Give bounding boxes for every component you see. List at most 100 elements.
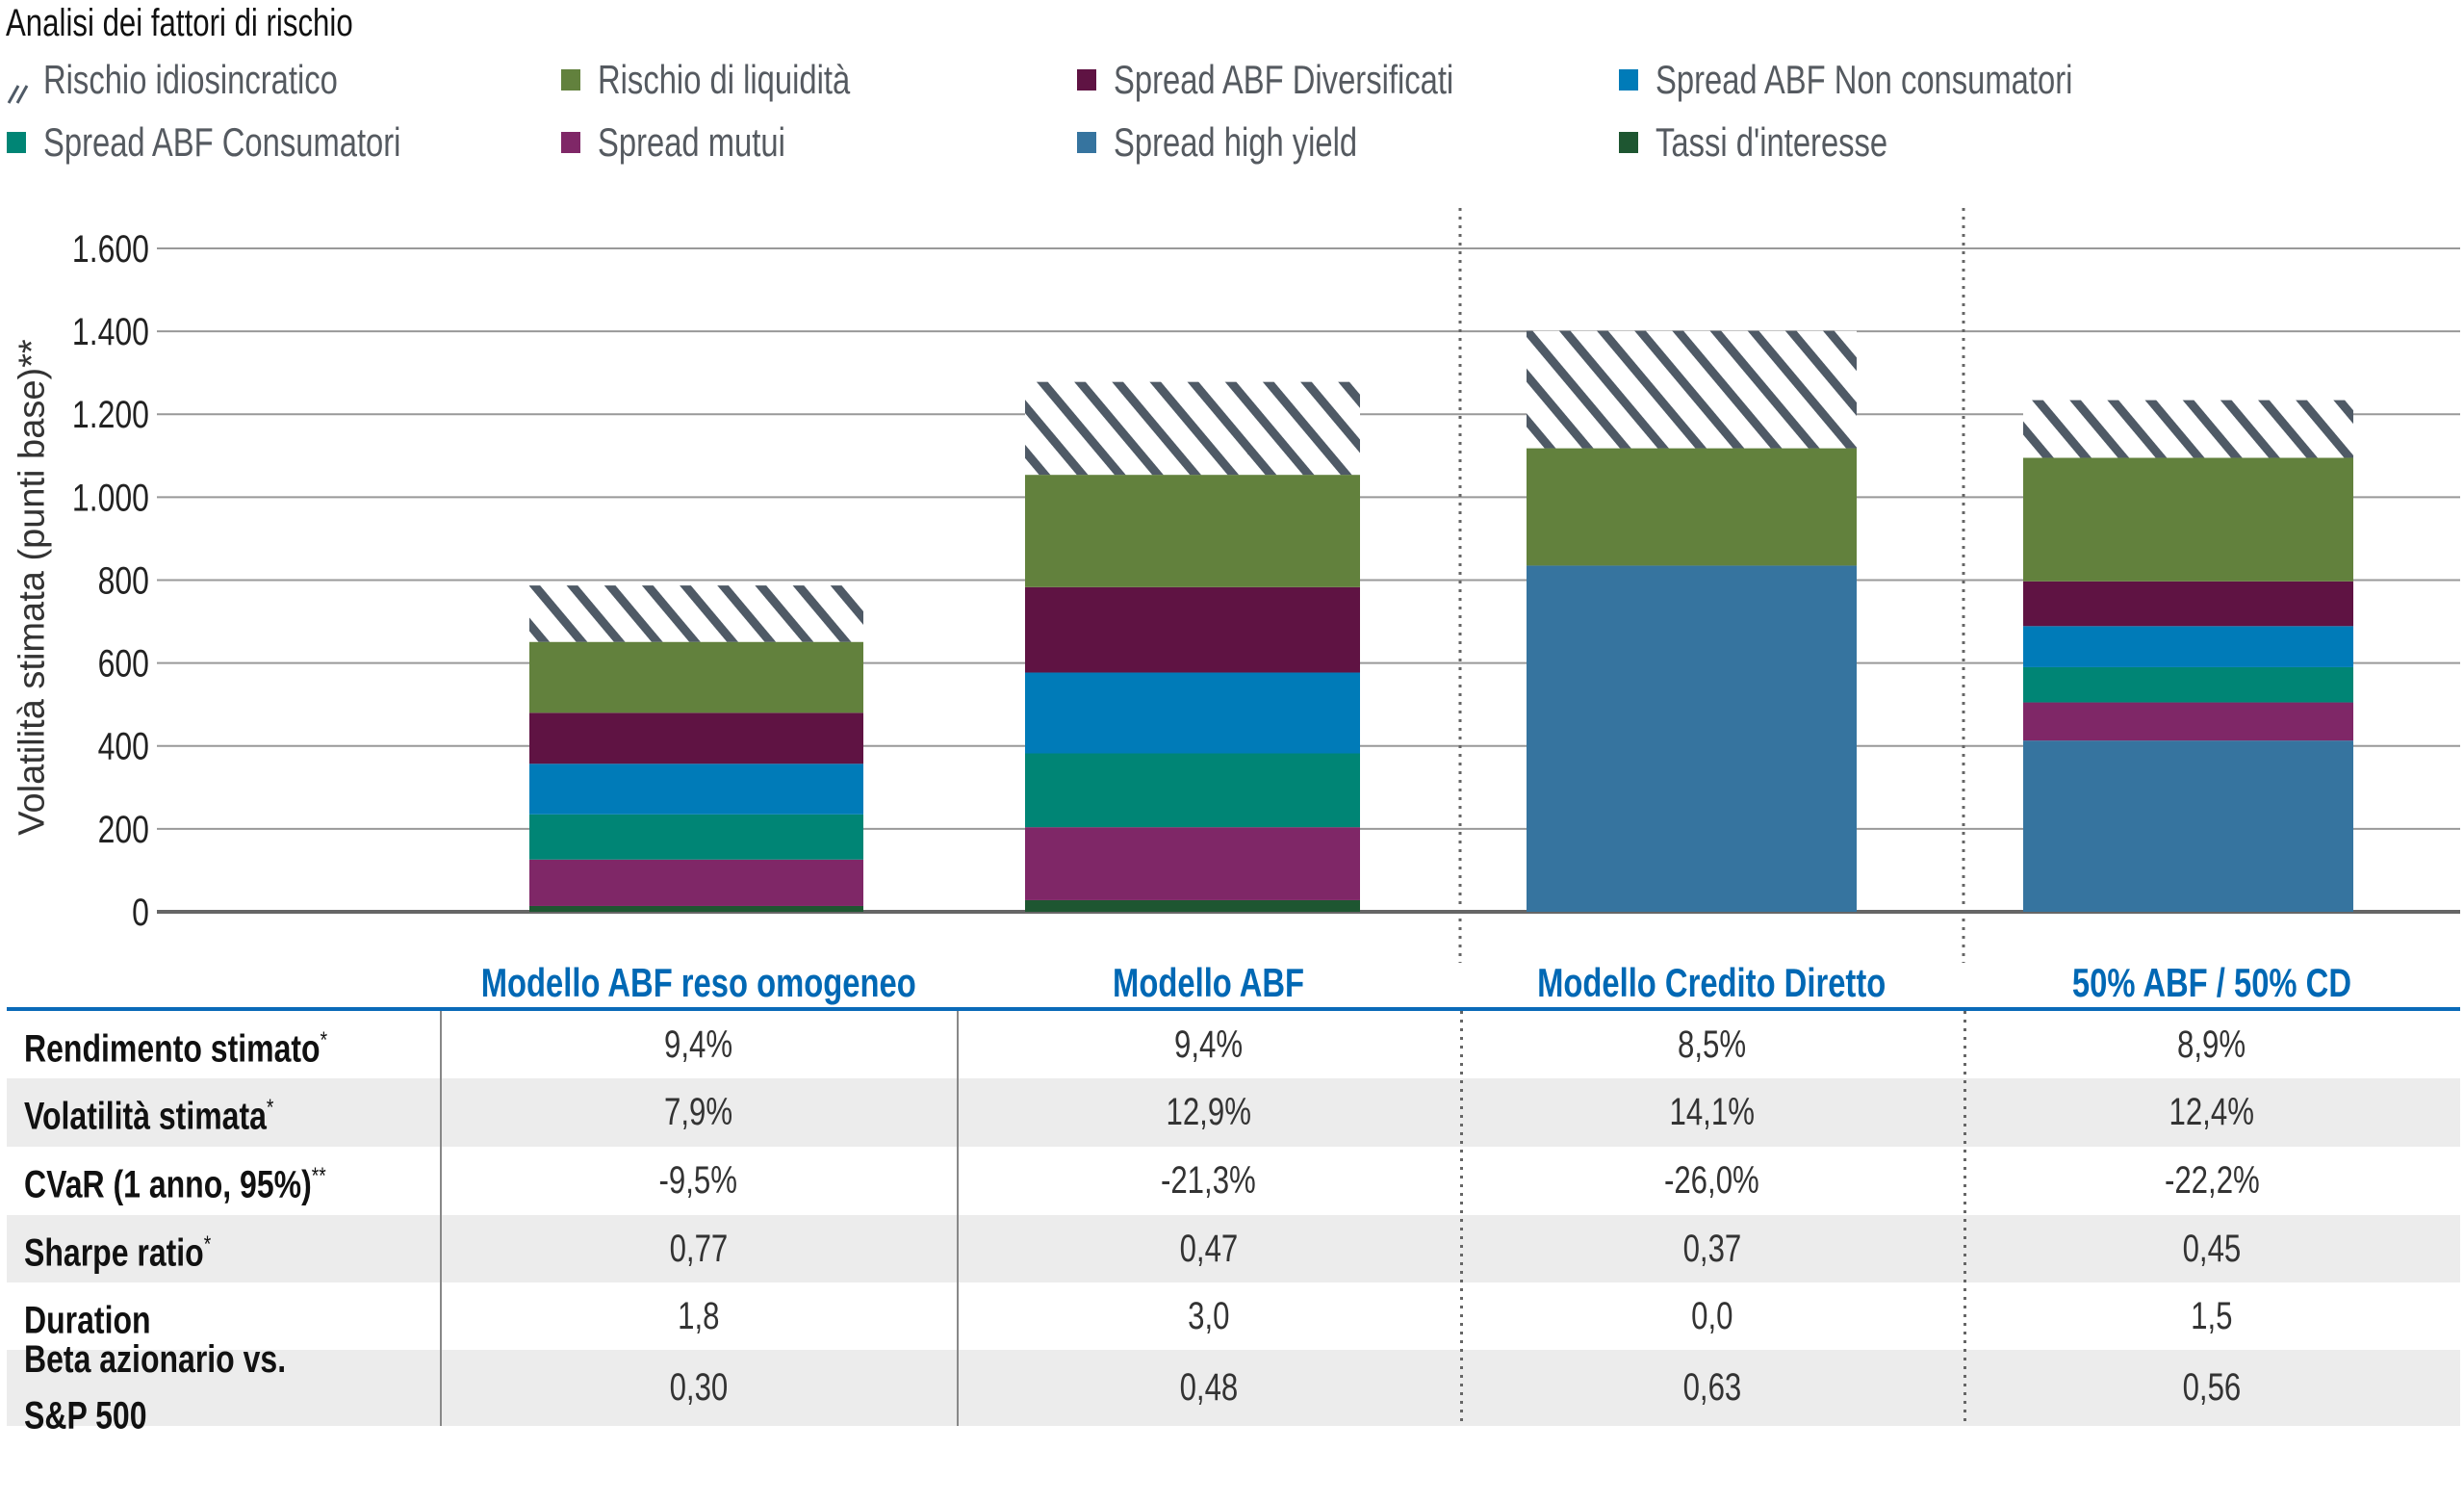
bar-segment <box>2023 400 2353 458</box>
table-cell: 0,47 <box>1179 1227 1238 1270</box>
table-cell: 1,8 <box>677 1294 720 1337</box>
table-row: Duration 1,8 3,0 0,0 1,5 <box>7 1282 2460 1350</box>
table-cell: 7,9% <box>663 1091 733 1133</box>
legend-label: Rischio di liquidità <box>598 57 851 102</box>
bar-segment <box>1527 565 1857 912</box>
legend-item: Tassi d'interesse <box>1619 118 1953 167</box>
table-cell: 1,5 <box>2191 1294 2233 1337</box>
column-header: 50% ABF / 50% CD <box>2071 960 2352 1005</box>
y-tick-label: 1.000 <box>72 476 149 519</box>
table-cell: 0,48 <box>1179 1366 1238 1409</box>
y-tick-label: 1.400 <box>72 310 149 353</box>
row-label: Volatilità stimata* <box>24 1095 274 1138</box>
bar-segment <box>1025 753 1360 828</box>
legend-swatch-icon <box>7 132 26 153</box>
table-cell: -9,5% <box>658 1159 738 1202</box>
table-cell: 8,5% <box>1677 1023 1747 1066</box>
table-cell: -21,3% <box>1161 1159 1256 1202</box>
table-cell: 0,0 <box>1690 1294 1733 1337</box>
legend-swatch-icon <box>561 132 580 153</box>
legend-item: Spread ABF Diversificati <box>1077 56 1550 104</box>
chart-title: Analisi dei fattori di rischio <box>6 2 353 44</box>
legend-item: Spread ABF Non consumatori <box>1619 56 2191 104</box>
table-cell: 0,45 <box>2182 1227 2242 1270</box>
row-label: Sharpe ratio* <box>24 1230 212 1275</box>
legend-swatch-icon <box>1619 69 1638 91</box>
table-cell: 0,30 <box>669 1366 728 1409</box>
column-divider <box>1460 1011 1463 1426</box>
legend-swatch-icon <box>1619 132 1638 153</box>
table-row: Sharpe ratio* 0,77 0,47 0,37 0,45 <box>7 1215 2460 1282</box>
bar-segment <box>1025 672 1360 754</box>
column-divider <box>440 1011 442 1426</box>
bar-segment <box>2023 457 2353 582</box>
column-header: Modello ABF <box>1113 960 1304 1005</box>
legend-item: Spread mutui <box>561 118 838 167</box>
table-row: CVaR (1 anno, 95%)** -9,5% -21,3% -26,0% -22… <box>7 1147 2460 1215</box>
row-label: Rendimento stimato* <box>24 1026 328 1071</box>
legend-label: Spread high yield <box>1114 119 1358 165</box>
bar-segment <box>529 905 863 912</box>
legend-swatch-icon <box>1077 132 1096 153</box>
y-tick-label: 600 <box>98 641 149 685</box>
table-cell: 0,37 <box>1682 1227 1741 1270</box>
table-cell: 12,9% <box>1166 1091 1251 1133</box>
bar-segment <box>1527 330 1857 449</box>
legend-item: Rischio idiosincratico <box>7 56 421 104</box>
legend-label: Spread ABF Consumatori <box>43 119 401 165</box>
legend-label: Spread mutui <box>598 119 785 165</box>
table-cell: 14,1% <box>1669 1091 1755 1133</box>
row-label: Beta azionario vs. S&P 500 <box>24 1338 287 1437</box>
header-divider <box>7 1007 2460 1011</box>
table-cell: 0,63 <box>1682 1366 1741 1409</box>
row-label: CVaR (1 anno, 95%)** <box>24 1163 326 1206</box>
bar-segment <box>1025 899 1360 912</box>
bar-segment <box>529 641 863 713</box>
bar-segment <box>529 585 863 642</box>
table-row: Beta azionario vs. S&P 500 0,30 0,48 0,63 0,… <box>7 1338 2460 1437</box>
legend-label: Spread ABF Non consumatori <box>1656 57 2073 102</box>
stacked-bar-chart: 0 200 400 600 800 1.000 1.200 1.400 1.600 <box>72 208 2460 963</box>
table-cell: 9,4% <box>663 1023 733 1066</box>
bar-segment <box>2023 626 2353 667</box>
bar-segment <box>1025 475 1360 587</box>
y-tick-label: 200 <box>98 807 149 850</box>
table-cell: -22,2% <box>2164 1159 2260 1202</box>
y-tick-label: 1.200 <box>72 393 149 436</box>
table-cell: 3,0 <box>1187 1294 1230 1337</box>
bar-segment <box>529 712 863 764</box>
bar-segment <box>2023 581 2353 627</box>
column-header: Modello Credito Diretto <box>1537 960 1886 1005</box>
y-tick-label: 0 <box>132 891 149 934</box>
hatch-swatch-icon <box>7 68 30 104</box>
table-cell: 12,4% <box>2169 1091 2255 1133</box>
bar-segment <box>1025 586 1360 673</box>
legend-label: Tassi d'interesse <box>1656 119 1888 165</box>
bar-segment <box>1527 448 1857 566</box>
column-divider <box>1964 1011 1966 1426</box>
legend-item: Spread high yield <box>1077 118 1426 167</box>
bar-segment <box>2023 702 2353 741</box>
legend-swatch-icon <box>561 69 580 91</box>
bar-segment <box>1025 827 1360 900</box>
table-cell: 0,77 <box>669 1227 728 1270</box>
bar-segment <box>1025 381 1360 476</box>
y-tick-label: 400 <box>98 724 149 767</box>
table-row: Rendimento stimato* 9,4% 9,4% 8,5% 8,9% <box>7 1011 2460 1078</box>
bar-segment <box>2023 666 2353 703</box>
bar-segment <box>529 764 863 815</box>
legend-item: Spread ABF Consumatori <box>7 118 501 167</box>
bar-segment <box>529 859 863 906</box>
table-cell: -26,0% <box>1664 1159 1759 1202</box>
legend-label: Spread ABF Diversificati <box>1114 57 1454 102</box>
table-row: Volatilità stimata* 7,9% 12,9% 14,1% 12,4% <box>7 1078 2460 1147</box>
column-header: Modello ABF reso omogeneo <box>480 960 916 1005</box>
y-tick-label: 800 <box>98 558 149 602</box>
bar-segment <box>2023 740 2353 912</box>
table-cell: 0,56 <box>2182 1366 2242 1409</box>
legend-item: Rischio di liquidità <box>561 56 921 104</box>
legend-swatch-icon <box>1077 69 1096 91</box>
y-tick-label: 1.600 <box>72 227 149 271</box>
row-label: Duration <box>24 1299 151 1342</box>
bar-segment <box>529 814 863 860</box>
